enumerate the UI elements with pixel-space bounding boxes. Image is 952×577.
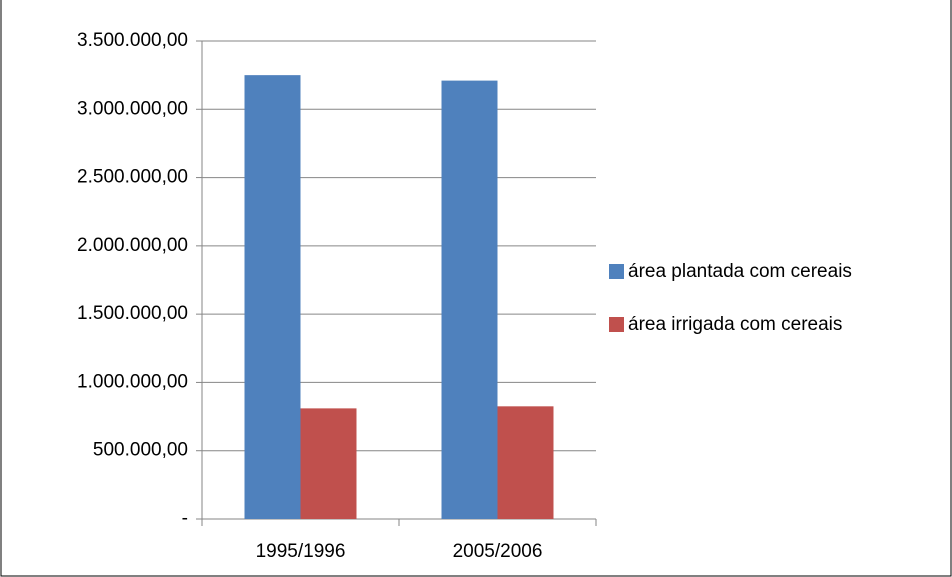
bar xyxy=(300,408,357,519)
y-tick-label: 1.500.000,00 xyxy=(77,303,188,324)
y-tick-label: 3.000.000,00 xyxy=(77,98,188,119)
bar xyxy=(497,406,554,519)
y-tick-label: 2.500.000,00 xyxy=(77,167,188,188)
y-tick-label: 2.000.000,00 xyxy=(77,235,188,256)
y-tick-label: - xyxy=(182,508,188,529)
legend-label: área irrigada com cereais xyxy=(628,314,842,335)
bar xyxy=(244,75,301,520)
legend-label: área plantada com cereais xyxy=(628,261,852,282)
x-tick-label: 1995/1996 xyxy=(256,541,346,562)
x-tick-label: 2005/2006 xyxy=(453,541,543,562)
y-tick-label: 500.000,00 xyxy=(93,440,188,461)
legend-swatch xyxy=(609,264,624,279)
y-tick-label: 3.500.000,00 xyxy=(77,30,188,51)
legend-swatch xyxy=(609,317,624,332)
y-tick-label: 1.000.000,00 xyxy=(77,371,188,392)
bar xyxy=(441,80,498,519)
